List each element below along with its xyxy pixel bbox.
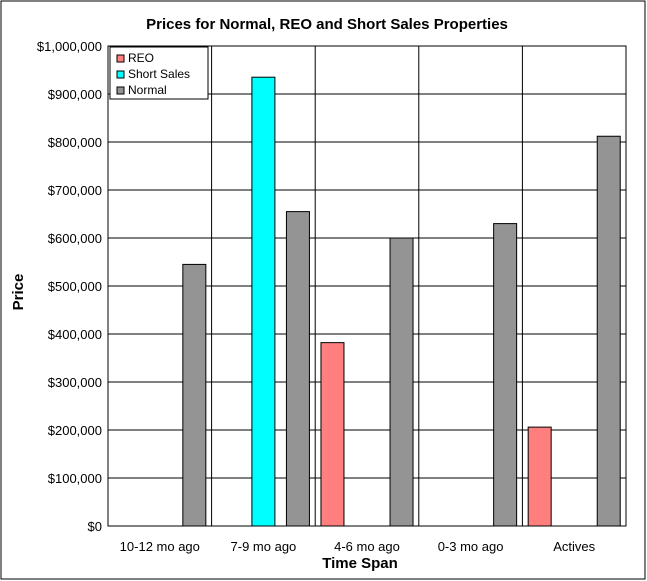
chart-title: Prices for Normal, REO and Short Sales P… — [146, 16, 508, 33]
legend-label: REO — [128, 51, 154, 65]
legend-box — [109, 46, 209, 100]
y-axis-title: Price — [10, 274, 27, 311]
bar-reo — [320, 342, 345, 527]
y-tick-label: $200,000 — [48, 423, 102, 438]
legend-swatch — [116, 70, 125, 79]
bars — [182, 76, 621, 527]
y-tick-label: $700,000 — [48, 183, 102, 198]
y-tick-label: $900,000 — [48, 87, 102, 102]
bar-normal — [182, 263, 207, 527]
legend-label: Short Sales — [128, 67, 190, 81]
legend: REO Short Sales Normal — [109, 46, 209, 100]
x-tick-labels: 10-12 mo ago 7-9 mo ago 4-6 mo ago 0-3 mo a… — [120, 539, 596, 554]
bar-reo — [527, 426, 552, 527]
x-tick-label: 4-6 mo ago — [334, 539, 400, 554]
y-tick-label: $500,000 — [48, 279, 102, 294]
x-tick-label: 7-9 mo ago — [231, 539, 297, 554]
bar-normal — [596, 135, 621, 527]
bar-short-sales — [251, 76, 276, 527]
y-tick-label: $1,000,000 — [37, 39, 102, 54]
x-tick-label: 10-12 mo ago — [120, 539, 200, 554]
y-tick-labels: $0 $100,000 $200,000 $300,000 $400,000 $500,0… — [37, 39, 102, 534]
x-tick-label: Actives — [553, 539, 595, 554]
y-tick-label: $400,000 — [48, 327, 102, 342]
legend-swatch — [116, 54, 125, 63]
y-tick-label: $100,000 — [48, 471, 102, 486]
y-tick-label: $800,000 — [48, 135, 102, 150]
y-tick-label: $0 — [88, 519, 102, 534]
y-tick-label: $300,000 — [48, 375, 102, 390]
x-tick-label: 0-3 mo ago — [438, 539, 504, 554]
legend-swatch — [116, 86, 125, 95]
bar-normal — [493, 223, 518, 527]
legend-label: Normal — [128, 83, 167, 97]
bar-normal — [285, 211, 310, 527]
plot-area — [107, 45, 627, 527]
bar-normal — [389, 237, 414, 527]
y-tick-label: $600,000 — [48, 231, 102, 246]
x-axis-title: Time Span — [322, 555, 398, 572]
